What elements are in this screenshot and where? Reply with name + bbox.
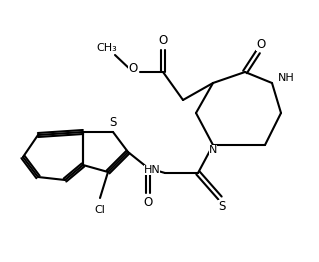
Text: S: S bbox=[218, 199, 226, 212]
Text: Cl: Cl bbox=[94, 205, 106, 215]
Text: O: O bbox=[256, 37, 266, 51]
Text: O: O bbox=[143, 195, 152, 209]
Text: S: S bbox=[109, 117, 117, 129]
Text: O: O bbox=[128, 62, 137, 74]
Text: O: O bbox=[158, 35, 167, 47]
Text: HN: HN bbox=[144, 165, 160, 175]
Text: CH₃: CH₃ bbox=[97, 43, 117, 53]
Text: N: N bbox=[209, 145, 217, 155]
Text: NH: NH bbox=[278, 73, 295, 83]
